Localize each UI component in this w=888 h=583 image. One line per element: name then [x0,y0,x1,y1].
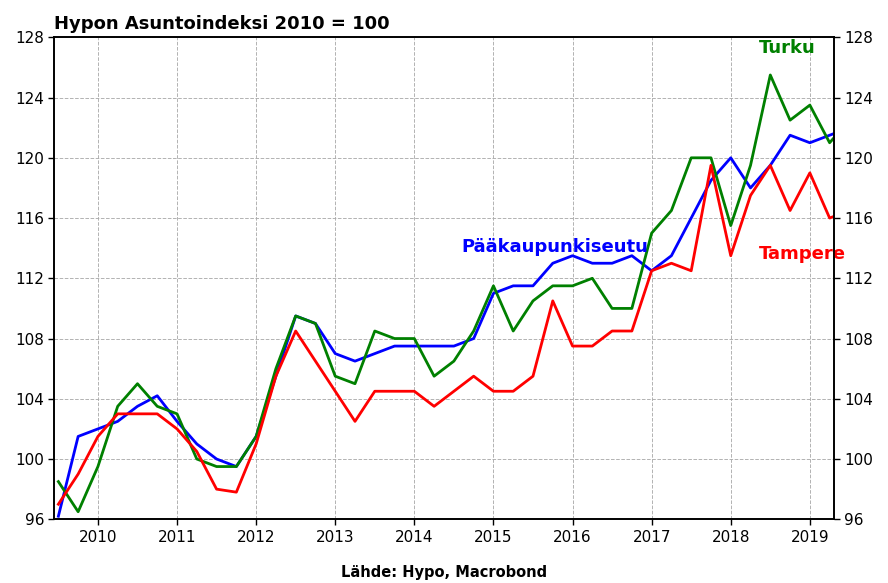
Text: Lähde: Hypo, Macrobond: Lähde: Hypo, Macrobond [341,565,547,580]
Text: Hypon Asuntoindeksi 2010 = 100: Hypon Asuntoindeksi 2010 = 100 [54,15,390,33]
Text: Turku: Turku [758,39,815,57]
Text: Pääkaupunkiseutu: Pääkaupunkiseutu [462,238,648,256]
Text: Tampere: Tampere [758,245,845,264]
